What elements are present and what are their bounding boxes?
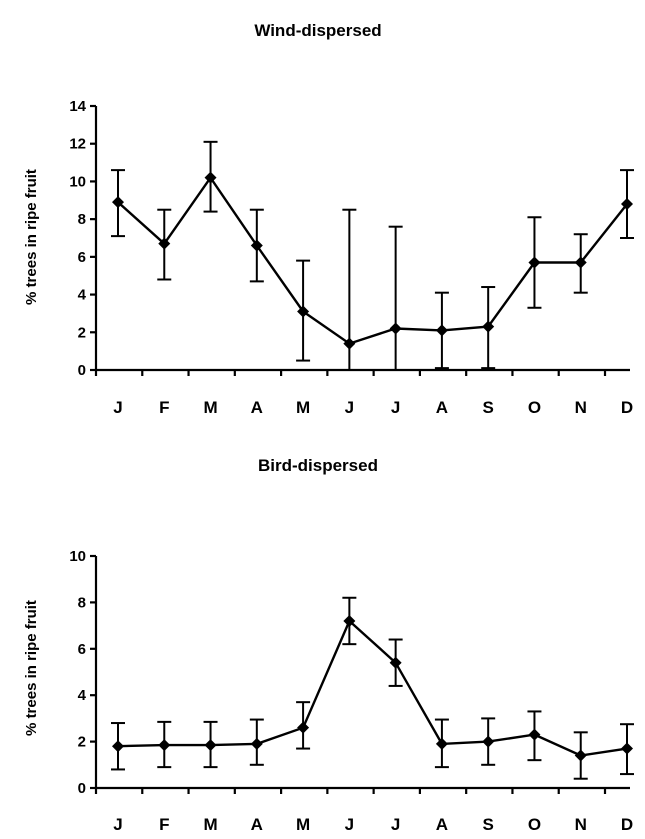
- x-tick-label: D: [621, 398, 633, 417]
- data-point: [250, 737, 263, 750]
- y-tick-label: 6: [78, 249, 86, 266]
- chart-title: Bird-dispersed: [258, 456, 378, 475]
- data-point: [204, 739, 217, 752]
- data-point: [158, 237, 171, 250]
- y-tick-label: 12: [69, 136, 86, 153]
- x-tick-label: A: [251, 398, 263, 417]
- x-tick-label: D: [621, 815, 633, 834]
- data-point: [112, 196, 124, 209]
- data-point: [343, 614, 356, 627]
- y-ticks: 0 2 4 6 8 10: [69, 548, 96, 797]
- y-tick-label: 2: [78, 324, 86, 341]
- x-tick-label: O: [528, 398, 541, 417]
- chart-bird-dispersed: Bird-dispersed % trees in ripe fruit 0 2 4…: [23, 456, 634, 834]
- series-line-group: [117, 175, 628, 345]
- y-tick-label: 0: [78, 362, 86, 379]
- data-point: [621, 742, 633, 755]
- series-line-group: [117, 618, 628, 757]
- series-line: [117, 618, 628, 757]
- x-tick-label: F: [159, 815, 169, 834]
- y-axis-label: % trees in ripe fruit: [23, 169, 40, 305]
- data-point: [343, 337, 356, 350]
- data-point: [574, 256, 587, 269]
- x-tick-label: J: [113, 815, 122, 834]
- x-tick-label: F: [159, 398, 169, 417]
- data-point: [158, 739, 171, 752]
- x-tick-label: J: [345, 398, 354, 417]
- x-tick-label: A: [251, 815, 263, 834]
- data-point: [250, 239, 263, 252]
- data-points: [112, 171, 633, 350]
- data-point: [574, 749, 587, 762]
- data-point: [389, 322, 402, 335]
- x-tick-label: N: [575, 815, 587, 834]
- error-bar: [388, 225, 403, 371]
- x-tick-label: M: [296, 398, 310, 417]
- x-tick-label: N: [575, 398, 587, 417]
- x-tick-label: A: [436, 398, 448, 417]
- x-tick-label: M: [203, 815, 217, 834]
- chart-wind-dispersed: Wind-dispersed % trees in ripe fruit 0 2 4…: [23, 21, 634, 417]
- x-tick-label: J: [113, 398, 122, 417]
- y-tick-label: 4: [78, 687, 87, 704]
- data-points: [112, 614, 633, 762]
- data-point: [528, 256, 541, 269]
- y-tick-label: 10: [69, 173, 86, 190]
- data-point: [435, 324, 448, 337]
- data-point: [482, 320, 495, 333]
- data-point: [204, 171, 217, 184]
- axes: [94, 106, 630, 372]
- data-point: [435, 737, 448, 750]
- error-bars: [111, 596, 634, 780]
- data-point: [297, 305, 310, 318]
- chart-title: Wind-dispersed: [254, 21, 381, 40]
- y-tick-label: 6: [78, 641, 86, 658]
- x-tick-label: S: [483, 398, 494, 417]
- x-tick-label: J: [391, 398, 400, 417]
- y-tick-label: 8: [78, 211, 86, 228]
- x-tick-label: J: [345, 815, 354, 834]
- axes: [94, 556, 630, 790]
- data-point: [112, 740, 124, 753]
- x-tick-label: M: [203, 398, 217, 417]
- y-tick-label: 14: [69, 98, 86, 115]
- y-tick-label: 8: [78, 594, 86, 611]
- data-point: [297, 721, 310, 734]
- data-point: [389, 656, 402, 669]
- x-tick-label: J: [391, 815, 400, 834]
- data-point: [482, 735, 495, 748]
- data-point: [621, 198, 633, 211]
- y-tick-label: 0: [78, 780, 86, 797]
- y-tick-label: 2: [78, 734, 86, 751]
- x-tick-label: O: [528, 815, 541, 834]
- y-ticks: 0 2 4 6 8 10 12 14: [69, 98, 96, 379]
- y-tick-label: 10: [69, 548, 86, 565]
- y-tick-label: 4: [78, 287, 87, 304]
- x-tick-label: M: [296, 815, 310, 834]
- series-line: [117, 175, 628, 345]
- x-tick-label: A: [436, 815, 448, 834]
- data-point: [528, 728, 541, 741]
- x-tick-label: S: [483, 815, 494, 834]
- y-axis-label: % trees in ripe fruit: [23, 600, 40, 736]
